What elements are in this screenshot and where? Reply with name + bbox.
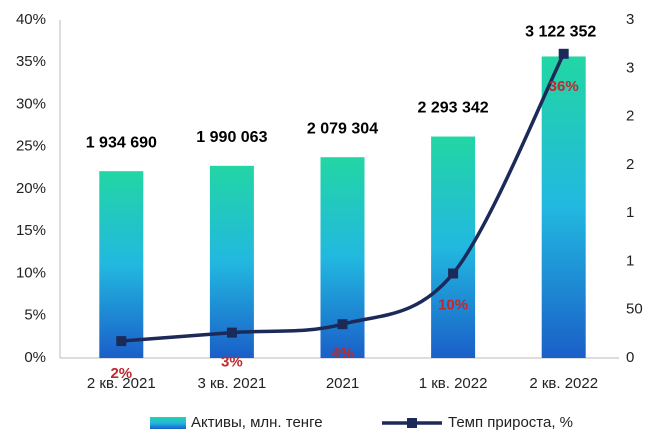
legend-label: Активы, млн. тенге xyxy=(191,414,323,431)
x-tick-label: 3 кв. 2021 xyxy=(198,375,267,392)
line-marker xyxy=(558,48,569,59)
value-label: 36% xyxy=(549,78,579,95)
value-label: 1 990 063 xyxy=(196,129,267,146)
y2-tick-label: 2 xyxy=(626,156,634,173)
y-tick-label: 0% xyxy=(24,349,46,366)
value-label: 10% xyxy=(438,296,468,313)
y2-tick-label: 3 xyxy=(626,59,634,76)
y-tick-label: 35% xyxy=(16,53,46,70)
line-marker xyxy=(226,327,237,338)
y-tick-label: 20% xyxy=(16,180,46,197)
x-tick-label: 2 кв. 2022 xyxy=(529,375,598,392)
y2-tick-label: 3 xyxy=(626,11,634,28)
value-label: 2% xyxy=(110,365,132,382)
bar xyxy=(431,136,476,358)
y-tick-label: 40% xyxy=(16,11,46,28)
legend-swatch xyxy=(150,417,186,429)
legend-label: Темп прироста, % xyxy=(448,414,573,431)
legend-swatch xyxy=(407,418,417,428)
value-label: 3 122 352 xyxy=(525,24,596,41)
line-marker xyxy=(448,268,459,279)
value-label: 2 079 304 xyxy=(307,120,378,137)
x-tick-label: 1 кв. 2022 xyxy=(419,375,488,392)
bar xyxy=(99,171,144,358)
x-tick-label: 2 кв. 2021 xyxy=(87,375,156,392)
value-label: 4% xyxy=(332,345,354,362)
line-marker xyxy=(337,319,348,330)
y-tick-label: 5% xyxy=(24,307,46,324)
y2-tick-label: 50 xyxy=(626,301,643,318)
value-label: 3% xyxy=(221,354,243,371)
line-marker xyxy=(116,336,127,347)
bar xyxy=(541,56,586,359)
y-tick-label: 25% xyxy=(16,138,46,155)
value-label: 1 934 690 xyxy=(86,134,157,151)
x-tick-label: 2021 xyxy=(326,375,359,392)
y2-tick-label: 0 xyxy=(626,349,634,366)
y2-tick-label: 2 xyxy=(626,108,634,125)
value-label: 2 293 342 xyxy=(418,100,489,117)
y2-tick-label: 1 xyxy=(626,252,634,269)
bar xyxy=(209,165,254,358)
y-tick-label: 30% xyxy=(16,95,46,112)
y-tick-label: 10% xyxy=(16,264,46,281)
y2-tick-label: 1 xyxy=(626,204,634,221)
y-tick-label: 15% xyxy=(16,222,46,239)
line xyxy=(121,53,566,343)
